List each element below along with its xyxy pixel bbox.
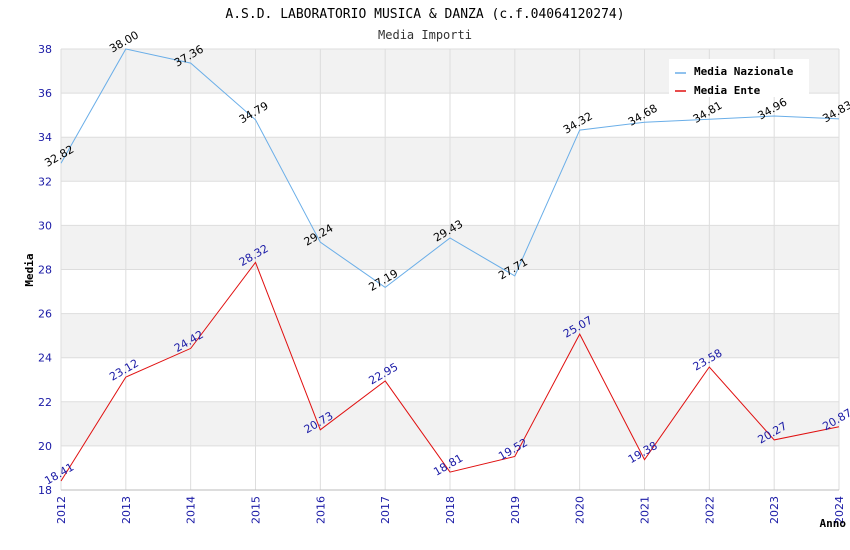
chart-subtitle: Media Importi — [378, 28, 472, 42]
data-label: 18.41 — [42, 460, 76, 487]
y-tick-label: 34 — [38, 131, 52, 144]
x-tick-label: 2013 — [120, 496, 133, 524]
data-label: 34.68 — [626, 102, 660, 129]
x-tick-label: 2024 — [833, 496, 846, 524]
data-label: 18.81 — [431, 452, 465, 479]
data-label: 34.81 — [691, 99, 725, 126]
y-tick-label: 38 — [38, 43, 52, 56]
y-axis-ticks: 18 20 22 24 26 28 30 32 34 36 38 — [38, 43, 52, 497]
grid-lines — [60, 48, 840, 491]
data-label: 34.79 — [237, 99, 271, 126]
series-line-media-ente — [60, 261, 840, 482]
x-tick-label: 2018 — [444, 496, 457, 524]
x-tick-label: 2021 — [639, 496, 652, 524]
data-label: 22.95 — [367, 360, 401, 387]
x-tick-label: 2022 — [703, 496, 716, 524]
x-tick-label: 2016 — [314, 496, 327, 524]
legend-box — [669, 59, 809, 97]
x-axis-ticks: 2012 2013 2014 2015 2016 2017 2018 2019 2020 2021… — [55, 496, 846, 524]
chart-title: A.S.D. LABORATORIO MUSICA & DANZA (c.f.0… — [225, 7, 624, 22]
legend-label-media-nazionale: Media Nazionale — [694, 65, 794, 78]
x-axis-label: Anno — [820, 517, 847, 530]
data-label: 34.96 — [756, 95, 790, 122]
y-tick-label: 28 — [38, 264, 52, 277]
data-label: 27.19 — [367, 267, 401, 294]
y-tick-label: 22 — [38, 396, 52, 409]
series-line-media-nazionale — [60, 48, 840, 289]
series-lines — [60, 48, 840, 482]
y-tick-label: 32 — [38, 175, 52, 188]
y-tick-label: 36 — [38, 87, 52, 100]
y-tick-label: 30 — [38, 219, 52, 232]
x-tick-label: 2014 — [185, 496, 198, 524]
x-tick-label: 2019 — [509, 496, 522, 524]
y-axis-label: Media — [23, 253, 36, 286]
x-tick-label: 2017 — [379, 496, 392, 524]
x-tick-label: 2020 — [574, 496, 587, 524]
x-tick-label: 2023 — [768, 496, 781, 524]
data-label: 34.32 — [561, 110, 595, 137]
legend: Media Nazionale Media Ente — [669, 59, 809, 97]
y-tick-label: 26 — [38, 308, 52, 321]
y-tick-label: 18 — [38, 484, 52, 497]
data-label: 34.83 — [820, 98, 850, 125]
y-tick-label: 24 — [38, 352, 52, 365]
legend-label-media-ente: Media Ente — [694, 84, 761, 97]
x-tick-label: 2012 — [55, 496, 68, 524]
y-tick-label: 20 — [38, 440, 52, 453]
x-tick-label: 2015 — [250, 496, 263, 524]
